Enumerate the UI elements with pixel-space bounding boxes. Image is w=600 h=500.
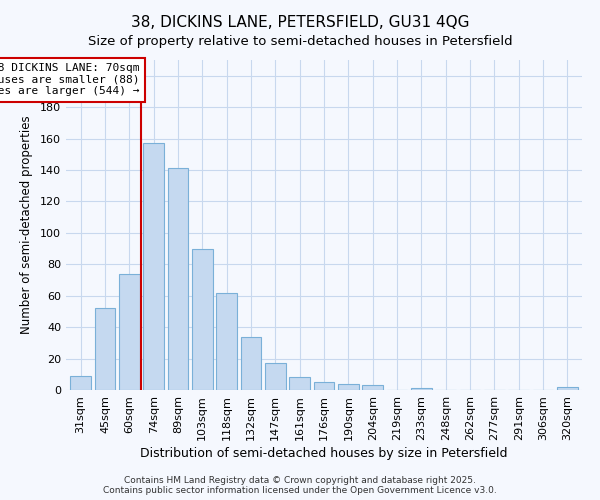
Bar bbox=[362, 386, 383, 390]
Bar bbox=[95, 308, 115, 390]
Bar bbox=[192, 248, 212, 390]
Text: 38, DICKINS LANE, PETERSFIELD, GU31 4QG: 38, DICKINS LANE, PETERSFIELD, GU31 4QG bbox=[131, 15, 469, 30]
Text: Size of property relative to semi-detached houses in Petersfield: Size of property relative to semi-detach… bbox=[88, 35, 512, 48]
Bar bbox=[241, 336, 262, 390]
Bar bbox=[119, 274, 140, 390]
Bar bbox=[265, 364, 286, 390]
Text: 38 DICKINS LANE: 70sqm
← 14% of semi-detached houses are smaller (88)
84% of sem: 38 DICKINS LANE: 70sqm ← 14% of semi-det… bbox=[0, 63, 139, 96]
Bar bbox=[411, 388, 432, 390]
Bar bbox=[70, 376, 91, 390]
Bar bbox=[338, 384, 359, 390]
Bar bbox=[557, 387, 578, 390]
Bar bbox=[216, 292, 237, 390]
Bar bbox=[314, 382, 334, 390]
Bar bbox=[143, 144, 164, 390]
Bar bbox=[167, 168, 188, 390]
Bar bbox=[289, 378, 310, 390]
Text: Contains HM Land Registry data © Crown copyright and database right 2025.
Contai: Contains HM Land Registry data © Crown c… bbox=[103, 476, 497, 495]
Y-axis label: Number of semi-detached properties: Number of semi-detached properties bbox=[20, 116, 33, 334]
X-axis label: Distribution of semi-detached houses by size in Petersfield: Distribution of semi-detached houses by … bbox=[140, 447, 508, 460]
